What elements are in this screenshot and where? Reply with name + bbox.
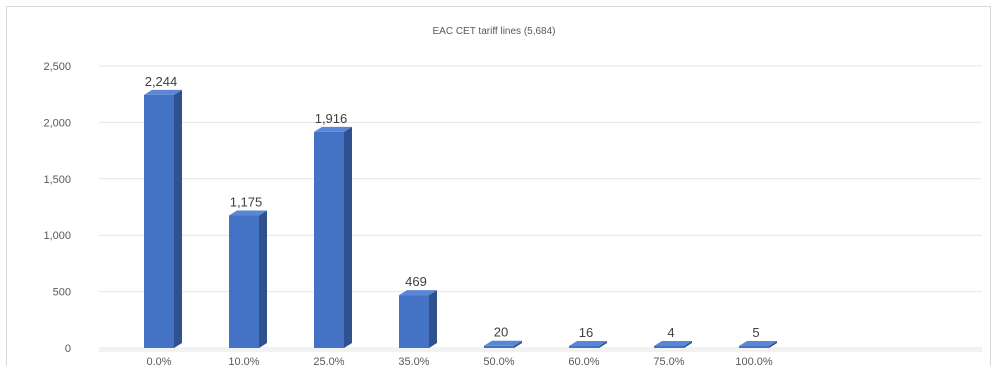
bar-side — [769, 341, 777, 348]
bar-top — [569, 341, 607, 346]
bar-side — [429, 290, 437, 348]
y-tick-label: 1,000 — [43, 230, 71, 242]
bar-side — [174, 89, 182, 348]
bar — [229, 210, 267, 348]
bar — [569, 341, 607, 348]
bar-top — [484, 340, 522, 346]
data-label: 5 — [752, 325, 759, 340]
data-label: 1,916 — [315, 111, 348, 126]
bar — [739, 341, 777, 348]
data-label: 20 — [494, 325, 508, 340]
bar-top — [229, 210, 267, 216]
bar-chart: EAC CET tariff lines (5,684) 0 500 1,000 1,… — [43, 26, 982, 367]
bar-front — [739, 346, 769, 348]
bar-front — [314, 131, 344, 348]
bar-front — [654, 346, 684, 348]
bar — [144, 89, 182, 348]
bar-side — [344, 126, 352, 348]
bar-top — [314, 126, 352, 132]
bar-side — [599, 341, 607, 348]
bar-top — [654, 341, 692, 346]
bar-top — [739, 341, 777, 346]
chart-frame: EAC CET tariff lines (5,684) 0 500 1,000 1,… — [6, 6, 991, 367]
bar-front — [399, 295, 429, 348]
data-labels: 2,244 1,175 1,916 469 20 16 4 5 — [145, 74, 760, 340]
y-tick-label: 1,500 — [43, 174, 71, 186]
bar — [484, 340, 522, 348]
bar-front — [144, 94, 174, 348]
bar-top — [144, 89, 182, 95]
bar — [399, 290, 437, 348]
bar-side — [259, 210, 267, 348]
y-tick-label: 500 — [53, 287, 71, 299]
bar — [314, 126, 352, 348]
data-label: 469 — [405, 274, 427, 289]
bar-front — [229, 215, 259, 348]
bar-front — [569, 346, 599, 348]
bar — [654, 341, 692, 348]
data-label: 2,244 — [145, 74, 178, 89]
chart-floor — [99, 348, 982, 352]
y-tick-label: 0 — [65, 343, 71, 355]
bar-side — [514, 340, 522, 348]
y-axis: 0 500 1,000 1,500 2,000 2,500 — [43, 61, 71, 355]
bar-side — [684, 341, 692, 348]
data-label: 4 — [667, 325, 674, 340]
y-tick-label: 2,500 — [43, 61, 71, 73]
bar-top — [399, 290, 437, 296]
data-label: 16 — [579, 325, 593, 340]
bar-front — [484, 345, 514, 348]
chart-title: EAC CET tariff lines (5,684) — [432, 26, 555, 37]
bars — [144, 89, 777, 348]
y-tick-label: 2,000 — [43, 117, 71, 129]
data-label: 1,175 — [230, 194, 263, 209]
